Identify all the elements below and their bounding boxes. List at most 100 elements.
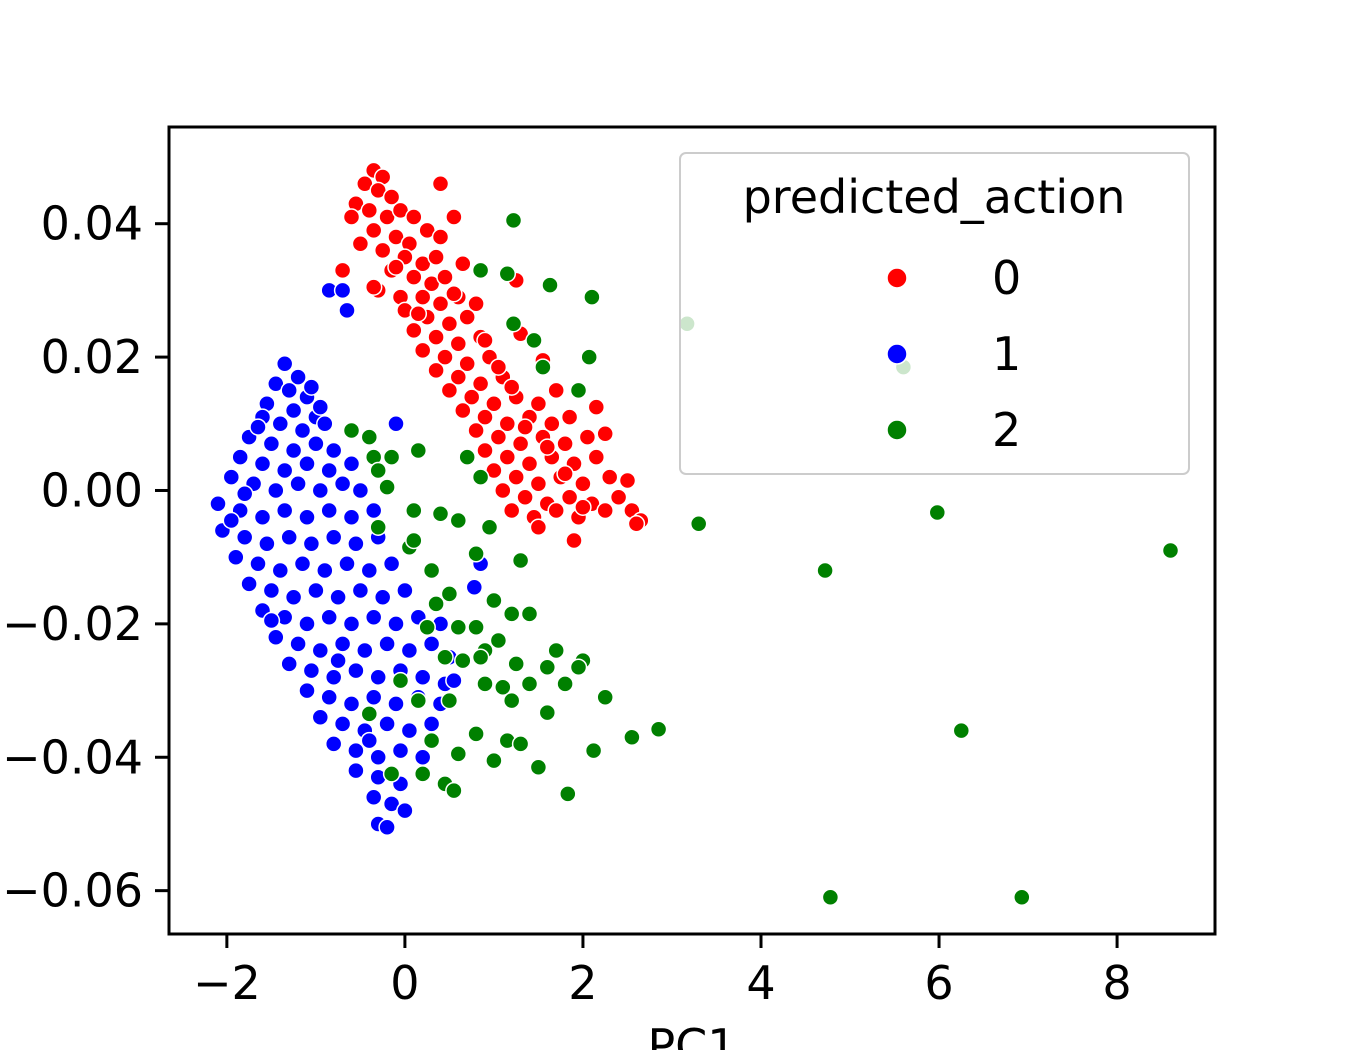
- point-series-0-72: [529, 475, 548, 493]
- point-series-1-101: [324, 735, 343, 753]
- point-series-1-99: [400, 721, 419, 740]
- point-series-2-16: [382, 448, 401, 466]
- point-series-0-53: [476, 408, 494, 426]
- point-series-1-71: [267, 628, 285, 646]
- point-series-0-105: [333, 261, 352, 280]
- point-series-2-30: [467, 545, 485, 563]
- point-series-0-57: [560, 408, 579, 426]
- legend-label-0: 0: [992, 251, 1021, 305]
- x-tick-label-4: 6: [924, 956, 953, 1010]
- point-series-2-69: [529, 758, 548, 777]
- point-series-2-68: [485, 751, 503, 770]
- point-series-1-121: [311, 398, 330, 416]
- point-series-2-77: [360, 705, 379, 723]
- point-series-1-123: [235, 485, 254, 503]
- point-series-0-30: [467, 294, 485, 313]
- point-series-2-40: [467, 618, 485, 636]
- point-series-2-65: [623, 728, 641, 747]
- point-series-1-83: [347, 661, 365, 680]
- point-series-2-46: [471, 648, 490, 666]
- point-series-2-51: [476, 675, 494, 693]
- point-series-1-96: [333, 715, 352, 733]
- point-series-1-109: [364, 788, 383, 807]
- point-series-1-104: [391, 741, 410, 760]
- x-tick-label-0: −2: [193, 956, 261, 1010]
- point-series-0-110: [538, 438, 557, 456]
- legend-label-1: 1: [992, 327, 1021, 381]
- point-series-1-65: [320, 608, 338, 626]
- point-series-2-6: [504, 314, 523, 333]
- point-series-1-124: [222, 511, 241, 530]
- point-series-1-73: [311, 641, 330, 660]
- point-series-0-35: [405, 321, 423, 340]
- point-series-2-7: [525, 331, 543, 350]
- point-series-2-41: [489, 631, 508, 650]
- point-series-0-86: [596, 501, 614, 520]
- point-series-1-52: [360, 561, 379, 580]
- point-series-1-122: [249, 418, 267, 436]
- point-series-1-77: [400, 641, 419, 660]
- point-series-1-43: [324, 528, 343, 546]
- point-series-1-128: [360, 731, 379, 750]
- plot-frame: [167, 125, 1217, 936]
- y-tick-label-4: 0.02: [41, 330, 143, 384]
- point-series-1-113: [378, 818, 396, 837]
- point-series-1-32: [253, 508, 272, 526]
- point-series-0-82: [502, 501, 521, 520]
- point-series-0-95: [454, 254, 472, 273]
- point-series-0-65: [498, 448, 517, 466]
- legend-label-2: 2: [992, 403, 1021, 457]
- point-series-0-66: [520, 455, 539, 473]
- legend-entry-2: 2: [886, 403, 1021, 457]
- point-series-2-67: [449, 745, 468, 763]
- point-series-1-49: [293, 555, 312, 573]
- y-tick-label-0: −0.06: [2, 864, 143, 918]
- point-series-1-42: [302, 535, 321, 553]
- point-series-2-64: [584, 741, 603, 760]
- point-series-2-32: [816, 561, 834, 580]
- point-series-2-2: [498, 264, 517, 283]
- point-series-1-81: [302, 661, 321, 680]
- point-series-0-48: [462, 388, 481, 406]
- point-series-2-14: [409, 441, 428, 460]
- legend-entry-0: 0: [886, 251, 1021, 305]
- point-series-2-81: [405, 531, 423, 550]
- point-series-2-17: [458, 448, 476, 466]
- point-series-1-58: [329, 588, 347, 606]
- point-series-2-54: [556, 675, 574, 693]
- point-series-1-116: [338, 301, 356, 320]
- point-series-0-28: [431, 294, 450, 313]
- series-1: [209, 281, 490, 837]
- point-series-2-1: [471, 261, 490, 280]
- point-series-1-125: [262, 611, 281, 630]
- point-series-2-26: [928, 503, 947, 522]
- point-series-0-77: [516, 488, 534, 506]
- point-series-1-61: [396, 581, 414, 600]
- point-series-0-107: [445, 284, 463, 303]
- point-series-2-19: [471, 468, 490, 486]
- point-series-1-48: [271, 561, 290, 580]
- point-series-2-56: [440, 691, 459, 710]
- point-series-1-19: [275, 461, 294, 480]
- point-series-1-90: [342, 695, 361, 713]
- point-series-1-95: [311, 708, 330, 726]
- point-series-1-46: [227, 548, 245, 566]
- point-series-1-3: [280, 381, 298, 400]
- point-series-2-61: [467, 725, 485, 743]
- point-series-1-23: [222, 468, 241, 486]
- point-series-1-22: [342, 455, 361, 473]
- point-series-1-6: [284, 401, 303, 420]
- point-series-2-20: [378, 478, 396, 496]
- point-series-0-40: [436, 348, 454, 366]
- point-series-0-22: [405, 268, 423, 286]
- series-2: [342, 211, 1180, 907]
- point-series-0-113: [516, 418, 534, 436]
- point-series-2-31: [511, 551, 530, 570]
- point-series-0-92: [618, 471, 637, 490]
- point-series-0-76: [494, 481, 512, 500]
- point-series-1-67: [364, 608, 383, 626]
- point-series-0-41: [458, 355, 476, 373]
- point-series-0-27: [413, 288, 432, 306]
